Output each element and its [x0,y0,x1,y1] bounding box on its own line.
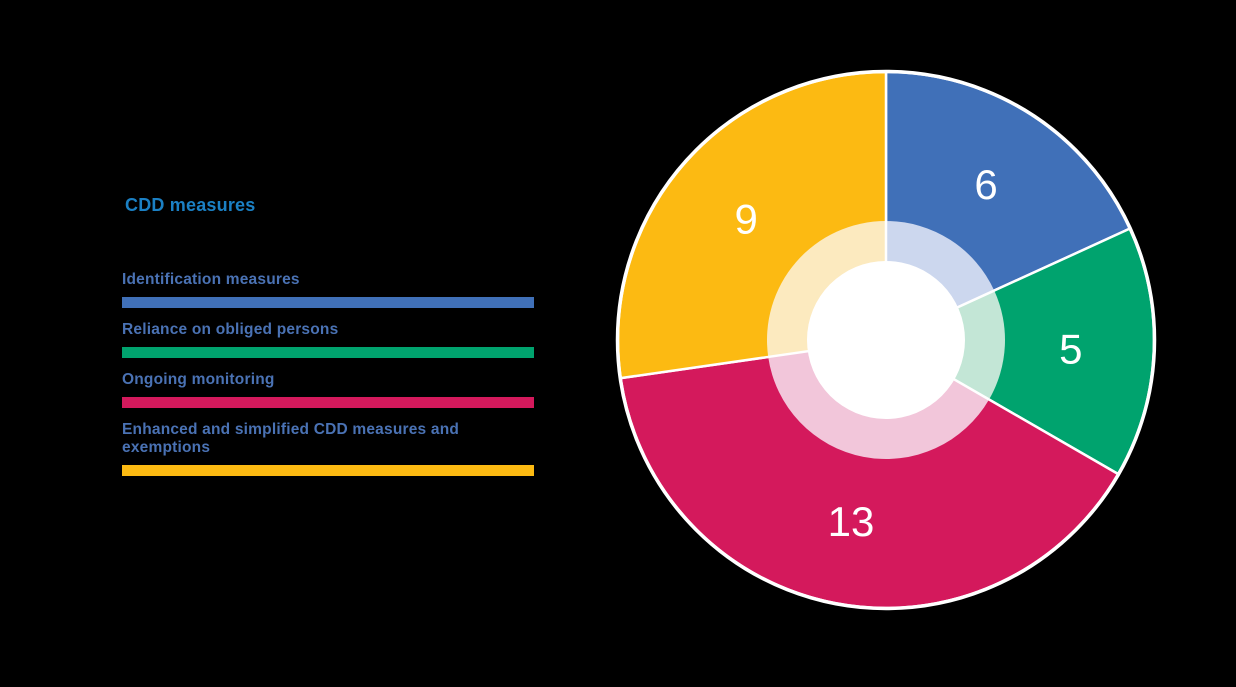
donut-hole [807,261,965,419]
slice-value-label-3: 9 [735,195,758,242]
legend-item: Enhanced and simplified CDD measures and… [122,421,534,476]
slice-value-label-0: 6 [974,161,997,208]
slice-value-label-2: 13 [828,498,875,545]
legend-item: Identification measures [122,271,534,308]
legend-color-bar [122,297,534,308]
legend-color-bar [122,465,534,476]
legend-item-label: Ongoing monitoring [122,371,275,388]
pie-outer-rim [615,69,1157,611]
legend-item-label: Identification measures [122,271,300,288]
legend-color-bar [122,397,534,408]
legend-item: Reliance on obliged persons [122,321,534,358]
legend: CDD measures Identification measures Rel… [122,193,534,489]
legend-item-label: Enhanced and simplified CDD measures and… [122,421,460,456]
legend-item-label: Reliance on obliged persons [122,321,339,338]
legend-item: Ongoing monitoring [122,371,534,408]
slice-value-label-1: 5 [1059,325,1082,372]
legend-color-bar [122,347,534,358]
chart-title: CDD measures [125,195,256,215]
